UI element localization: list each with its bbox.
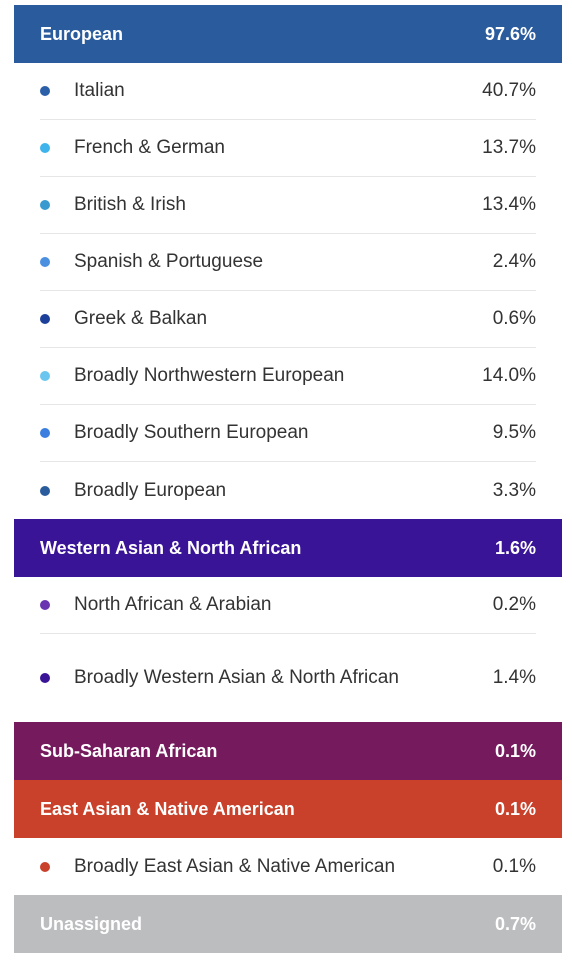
group-value: 1.6% xyxy=(494,537,536,558)
list-item-broadly-southern-european[interactable]: Broadly Southern European 9.5% xyxy=(40,405,536,462)
group-label: European xyxy=(40,23,124,44)
item-label: Greek & Balkan xyxy=(74,308,208,329)
color-dot xyxy=(40,200,50,210)
ancestry-composition-panel: European 97.6% Italian 40.7% French & Ge… xyxy=(14,5,562,953)
group-label: Unassigned xyxy=(40,913,143,934)
item-value: 40.7% xyxy=(482,80,536,101)
item-value: 13.7% xyxy=(482,137,536,158)
item-label: Broadly European xyxy=(74,479,227,501)
list-item-broadly-northwestern-european[interactable]: Broadly Northwestern European 14.0% xyxy=(40,348,536,405)
list-item-italian[interactable]: Italian 40.7% xyxy=(40,63,536,120)
group-header-western-asian-north-african[interactable]: Western Asian & North African 1.6% xyxy=(14,519,562,577)
color-dot xyxy=(40,143,50,153)
group-header-unassigned[interactable]: Unassigned 0.7% xyxy=(14,895,562,953)
group-header-european[interactable]: European 97.6% xyxy=(14,5,562,63)
item-value: 13.4% xyxy=(482,194,536,215)
group-label: East Asian & Native American xyxy=(40,798,295,819)
list-item-broadly-western-asian-north-african[interactable]: Broadly Western Asian & North African 1.… xyxy=(40,634,536,722)
color-dot xyxy=(40,257,50,267)
color-dot xyxy=(40,428,50,438)
item-value: 9.5% xyxy=(492,422,536,443)
group-label: Sub-Saharan African xyxy=(40,740,218,761)
group-value: 0.1% xyxy=(494,740,536,761)
color-dot xyxy=(40,314,50,324)
color-dot xyxy=(40,485,50,496)
item-value: 14.0% xyxy=(482,365,536,386)
item-label: French & German xyxy=(74,137,225,158)
list-item-french-german[interactable]: French & German 13.7% xyxy=(40,120,536,177)
group-value: 0.7% xyxy=(494,913,536,934)
color-dot xyxy=(40,371,50,381)
list-item-greek-balkan[interactable]: Greek & Balkan 0.6% xyxy=(40,291,536,348)
item-label: Broadly Western Asian & North African xyxy=(74,667,399,688)
color-dot xyxy=(40,673,50,683)
list-item-british-irish[interactable]: British & Irish 13.4% xyxy=(40,177,536,234)
list-item-broadly-european[interactable]: Broadly European 3.3% xyxy=(40,462,536,519)
item-value: 1.4% xyxy=(492,667,536,688)
group-value: 97.6% xyxy=(484,23,536,44)
item-value: 0.2% xyxy=(492,594,536,615)
item-label: British & Irish xyxy=(74,194,186,215)
item-value: 3.3% xyxy=(492,479,536,501)
group-header-sub-saharan-african[interactable]: Sub-Saharan African 0.1% xyxy=(14,722,562,780)
color-dot xyxy=(40,600,50,610)
group-label: Western Asian & North African xyxy=(40,537,302,558)
list-item-north-african-arabian[interactable]: North African & Arabian 0.2% xyxy=(40,577,536,634)
item-value: 0.1% xyxy=(492,855,536,877)
item-value: 2.4% xyxy=(492,251,536,272)
item-label: Broadly Northwestern European xyxy=(74,365,345,386)
item-label: Italian xyxy=(74,80,125,101)
item-label: Broadly Southern European xyxy=(74,422,309,443)
item-label: Spanish & Portuguese xyxy=(74,251,264,272)
item-value: 0.6% xyxy=(492,308,536,329)
list-item-broadly-east-asian-native-american[interactable]: Broadly East Asian & Native American 0.1… xyxy=(40,838,536,895)
item-label: North African & Arabian xyxy=(74,594,272,615)
color-dot xyxy=(40,861,50,872)
item-label: Broadly East Asian & Native American xyxy=(74,855,396,877)
group-value: 0.1% xyxy=(494,798,536,819)
color-dot xyxy=(40,86,50,96)
group-header-east-asian-native-american[interactable]: East Asian & Native American 0.1% xyxy=(14,780,562,838)
list-item-spanish-portuguese[interactable]: Spanish & Portuguese 2.4% xyxy=(40,234,536,291)
